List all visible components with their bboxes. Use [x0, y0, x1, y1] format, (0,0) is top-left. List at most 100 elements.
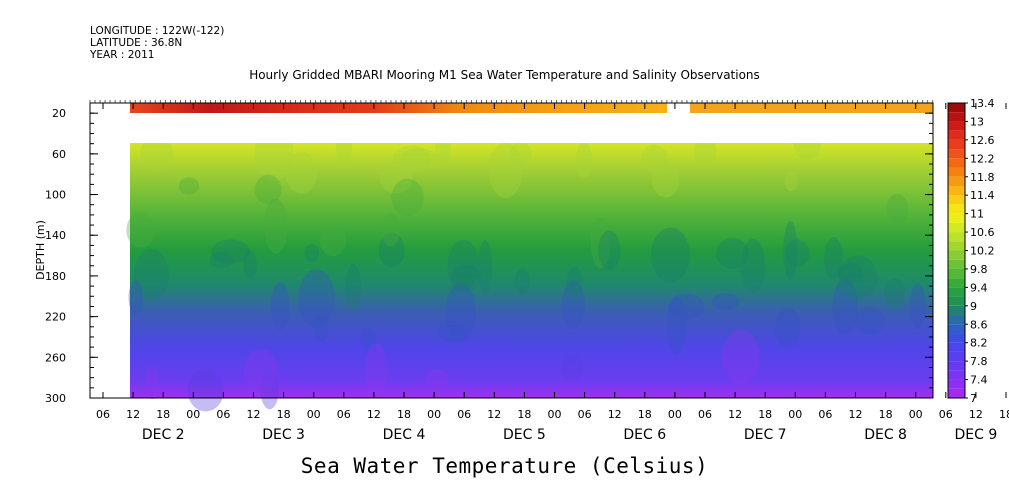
colorbar-segment: [948, 232, 965, 242]
contour-blob: [378, 232, 405, 268]
colorbar-segment: [948, 213, 965, 223]
contour-blob: [783, 221, 798, 280]
contour-blob: [319, 225, 347, 257]
contour-blob: [392, 145, 431, 173]
x-hour-label: 00: [186, 408, 200, 421]
x-day-label: DEC 9: [955, 427, 998, 443]
x-hour-label: 00: [427, 408, 441, 421]
y-tick-label: 260: [45, 351, 66, 364]
contour-blob: [379, 161, 413, 194]
contour-blob: [140, 135, 174, 173]
contour-blob: [832, 279, 859, 335]
x-hour-label: 18: [638, 408, 652, 421]
contour-blob: [211, 239, 250, 264]
surface-strip-left: [130, 103, 667, 113]
colorbar-tick-label: 11: [970, 208, 984, 221]
contour-blob: [652, 160, 680, 198]
contour-blob: [178, 177, 200, 195]
year-label: YEAR : 2011: [90, 49, 155, 61]
contour-blob: [314, 313, 330, 342]
contour-blob: [785, 239, 810, 268]
contour-blob: [187, 369, 224, 412]
x-hour-label: 12: [608, 408, 622, 421]
contour-blob: [514, 267, 531, 295]
contour-blob: [243, 250, 257, 279]
contour-blob: [360, 328, 377, 352]
x-day-label: DEC 6: [623, 427, 666, 443]
colorbar-tick-label: 9.8: [970, 263, 988, 276]
x-hour-label: 00: [307, 408, 321, 421]
colorbar-segment: [948, 296, 965, 306]
colorbar-tick-label: 11.8: [970, 171, 995, 184]
y-tick-label: 100: [45, 189, 66, 202]
x-hour-label: 12: [728, 408, 742, 421]
x-hour-label: 18: [156, 408, 170, 421]
colorbar-segment: [948, 351, 965, 362]
contour-blob: [285, 151, 318, 194]
contour-blob: [560, 354, 584, 381]
colorbar-tick-label: 10.2: [970, 245, 995, 258]
x-day-label: DEC 3: [262, 427, 305, 443]
chart-title: Hourly Gridded MBARI Mooring M1 Sea Wate…: [249, 68, 760, 82]
contour-blob: [838, 262, 863, 284]
x-hour-label: 12: [849, 408, 863, 421]
colorbar: 7 7.4 7.8 8.2 8.6 9 9.4 9.8 10.2 10.6 11 11.4 11.8 12…: [947, 97, 995, 405]
y-tick-label: 140: [45, 229, 66, 242]
longitude-label: LONGITUDE : 122W(-122): [90, 25, 225, 37]
colorbar-segment: [948, 278, 965, 288]
x-hour-label: 06: [216, 408, 230, 421]
contour-blob: [824, 237, 843, 280]
colorbar-segment: [948, 185, 965, 196]
contour-blob: [400, 148, 438, 169]
contour-blob: [437, 320, 468, 343]
contour-blob: [837, 255, 878, 300]
contour-blob: [425, 369, 449, 390]
contour-blob: [304, 244, 320, 263]
contour-blob: [886, 193, 909, 224]
colorbar-segment: [948, 121, 965, 131]
colorbar-tick-label: 7.4: [970, 374, 988, 387]
x-hour-label: 06: [578, 408, 592, 421]
x-day-label: DEC 2: [142, 427, 185, 443]
colorbar-segment: [948, 324, 965, 334]
colorbar-segment: [948, 176, 965, 186]
y-axis-label: DEPTH (m): [34, 220, 47, 280]
colorbar-segment: [948, 315, 965, 325]
colorbar-tick-label: 9.4: [970, 281, 988, 294]
contour-blob: [561, 279, 585, 330]
contour-blob: [478, 240, 493, 295]
colorbar-tick-label: 9: [970, 300, 977, 313]
x-hour-label: 18: [397, 408, 411, 421]
contour-blob: [641, 144, 668, 172]
colorbar-segment: [948, 149, 965, 159]
colorbar-segment: [948, 158, 965, 168]
colorbar-tick-label: 7: [970, 392, 977, 405]
contour-blob: [854, 307, 885, 335]
top-minor-ticks: [89, 100, 934, 103]
colorbar-segment: [948, 333, 965, 343]
contour-blob: [450, 264, 482, 293]
x-hour-label: 12: [969, 408, 983, 421]
y-tick-label: 220: [45, 311, 66, 324]
contour-blob: [566, 266, 583, 300]
colorbar-tick-label: 12.2: [970, 152, 995, 165]
contour-blob: [264, 198, 288, 254]
x-day-label: DEC 7: [744, 427, 787, 443]
colorbar-segment: [948, 305, 965, 316]
surface-strip-right: [690, 103, 933, 113]
colorbar-segment: [948, 241, 965, 251]
x-hour-label: 06: [818, 408, 832, 421]
x-hour-label: 06: [939, 408, 953, 421]
contour-blob: [364, 343, 388, 396]
y-tick-label: 60: [52, 148, 66, 161]
contour-blob: [488, 142, 523, 199]
contour-blob: [209, 251, 233, 269]
colorbar-segment: [948, 103, 965, 113]
latitude-label: LATITUDE : 36.8N: [90, 37, 183, 49]
colorbar-tick-label: 10.6: [970, 226, 995, 239]
contour-blob: [651, 227, 691, 283]
contour-blob: [774, 308, 801, 348]
contour-blob: [133, 248, 170, 302]
x-hour-label: 00: [788, 408, 802, 421]
colorbar-segment: [948, 268, 965, 279]
